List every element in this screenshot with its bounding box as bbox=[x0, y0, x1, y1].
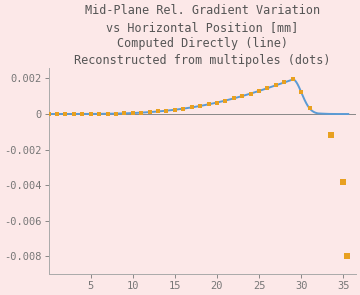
Point bbox=[71, 112, 77, 116]
Title: Mid-Plane Rel. Gradient Variation
vs Horizontal Position [mm]
Computed Directly : Mid-Plane Rel. Gradient Variation vs Hor… bbox=[74, 4, 330, 67]
Point bbox=[222, 98, 228, 103]
Point bbox=[155, 109, 161, 114]
Point bbox=[138, 110, 144, 115]
Point bbox=[96, 112, 102, 116]
Point bbox=[88, 112, 94, 116]
Point bbox=[340, 179, 346, 184]
Point bbox=[63, 112, 68, 116]
Point bbox=[121, 111, 127, 116]
Point bbox=[206, 102, 211, 107]
Point bbox=[256, 88, 262, 93]
Point bbox=[265, 86, 270, 91]
Point bbox=[130, 111, 136, 115]
Point bbox=[214, 100, 220, 105]
Point bbox=[345, 254, 350, 258]
Point bbox=[307, 106, 312, 111]
Point bbox=[80, 112, 85, 116]
Point bbox=[105, 112, 111, 116]
Point bbox=[147, 110, 153, 114]
Point bbox=[197, 104, 203, 108]
Point bbox=[113, 111, 119, 116]
Point bbox=[298, 90, 304, 94]
Point bbox=[46, 112, 51, 117]
Point bbox=[231, 96, 237, 101]
Point bbox=[180, 106, 186, 111]
Point bbox=[328, 133, 333, 138]
Point bbox=[290, 77, 296, 82]
Point bbox=[163, 108, 169, 113]
Point bbox=[248, 91, 253, 96]
Point bbox=[273, 83, 279, 88]
Point bbox=[172, 107, 178, 112]
Point bbox=[54, 112, 60, 117]
Point bbox=[189, 105, 195, 110]
Point bbox=[282, 80, 287, 85]
Point bbox=[239, 94, 245, 99]
